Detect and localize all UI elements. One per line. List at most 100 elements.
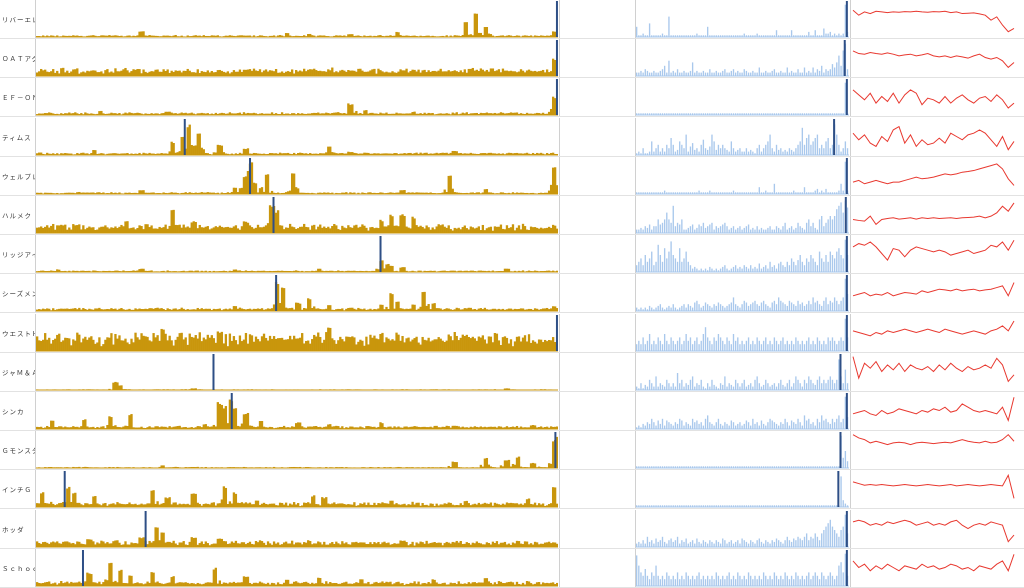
volume-bar [373, 426, 376, 429]
volume-bar [407, 544, 410, 547]
volume-bar [479, 113, 483, 116]
frequency-bar [778, 35, 780, 37]
volume-bar [214, 505, 217, 508]
frequency-bar [752, 340, 754, 351]
volume-bar [533, 341, 537, 351]
volume-bar [305, 542, 308, 547]
volume-marker [379, 236, 382, 273]
volume-bar [122, 153, 125, 155]
volume-bar [549, 109, 553, 116]
volume-bar [493, 309, 497, 312]
volume-bar [100, 111, 103, 116]
volume-bar [140, 268, 143, 273]
volume-bar [537, 153, 541, 155]
frequency-bar [657, 35, 659, 37]
volume-bar [517, 456, 521, 469]
frequency-bar [636, 307, 638, 312]
volume-bar [437, 70, 440, 77]
volume-bar [252, 152, 256, 155]
frequency-bar [659, 151, 662, 155]
volume-bar [341, 70, 344, 77]
volume-bar [76, 541, 79, 547]
frequency-bar [704, 268, 707, 273]
frequency-bar [823, 28, 825, 37]
volume-bar [325, 192, 328, 194]
frequency-bar [769, 72, 771, 77]
frequency-bar [636, 229, 638, 233]
volume-bar [284, 541, 288, 547]
volume-bar [543, 308, 547, 312]
volume-bar [70, 502, 73, 508]
frequency-bar [838, 190, 840, 194]
frequency-bar [636, 265, 638, 273]
volume-bar [423, 228, 426, 233]
volume-bar [46, 225, 49, 233]
frequency-bar [816, 336, 819, 351]
frequency-bar [833, 67, 836, 77]
volume-bar [192, 388, 195, 390]
stock-row: ウェルプレ [0, 156, 1024, 196]
frequency-bar [713, 466, 715, 469]
volume-bar [108, 543, 111, 547]
volume-bar [513, 152, 517, 155]
frequency-bar [681, 219, 683, 233]
frequency-bar [836, 343, 838, 351]
volume-bar [76, 191, 79, 194]
frequency-bar [685, 229, 687, 233]
volume-bar [547, 339, 551, 351]
volume-bar [311, 192, 314, 194]
volume-bar [343, 192, 346, 194]
frequency-bar [767, 113, 769, 116]
volume-bar [407, 152, 410, 155]
frequency-bar [674, 307, 677, 312]
volume-bar [224, 488, 228, 508]
volume-bar [288, 308, 292, 312]
volume-bar [523, 310, 527, 312]
volume-bar [371, 226, 374, 233]
volume-bar [547, 427, 551, 429]
volume-bar [100, 426, 103, 429]
volume-bar [431, 113, 434, 116]
volume-bar [54, 542, 57, 547]
frequency-bar [836, 418, 838, 429]
volume-bar [409, 113, 412, 116]
volume-bar [98, 427, 101, 429]
volume-bar [136, 270, 139, 273]
volume-bar [262, 191, 266, 194]
volume-bar [493, 152, 497, 155]
volume-bar [168, 309, 171, 312]
volume-bar [94, 496, 97, 508]
volume-bar [429, 503, 432, 508]
volume-bar [421, 426, 424, 429]
frequency-bar [734, 113, 737, 116]
volume-bar [246, 35, 250, 37]
volume-bar [337, 229, 340, 233]
volume-bar [337, 339, 340, 351]
volume-bar [463, 22, 466, 37]
volume-bar [525, 192, 529, 194]
trend-chart [851, 431, 1024, 469]
volume-bar [196, 113, 199, 116]
frequency-bar [846, 461, 849, 469]
volume-bar [166, 69, 169, 77]
volume-bar [280, 288, 284, 312]
volume-bar [479, 230, 483, 233]
volume-bar [226, 423, 230, 429]
frequency-bar [707, 113, 709, 116]
volume-bar [154, 35, 157, 37]
volume-bar [429, 426, 432, 429]
frequency-bar [769, 35, 771, 37]
volume-bar [363, 225, 366, 233]
frequency-bar [685, 35, 687, 37]
frequency-bar [752, 151, 754, 155]
frequency-bar [707, 192, 709, 194]
frequency-bar [732, 113, 735, 116]
volume-bar [188, 124, 191, 155]
volume-bar [156, 35, 159, 37]
frequency-bar [704, 72, 707, 77]
volume-bar [543, 426, 547, 429]
volume-bar [531, 463, 535, 469]
volume-bar [539, 35, 543, 37]
frequency-bar [814, 343, 816, 351]
volume-bar [82, 152, 85, 155]
